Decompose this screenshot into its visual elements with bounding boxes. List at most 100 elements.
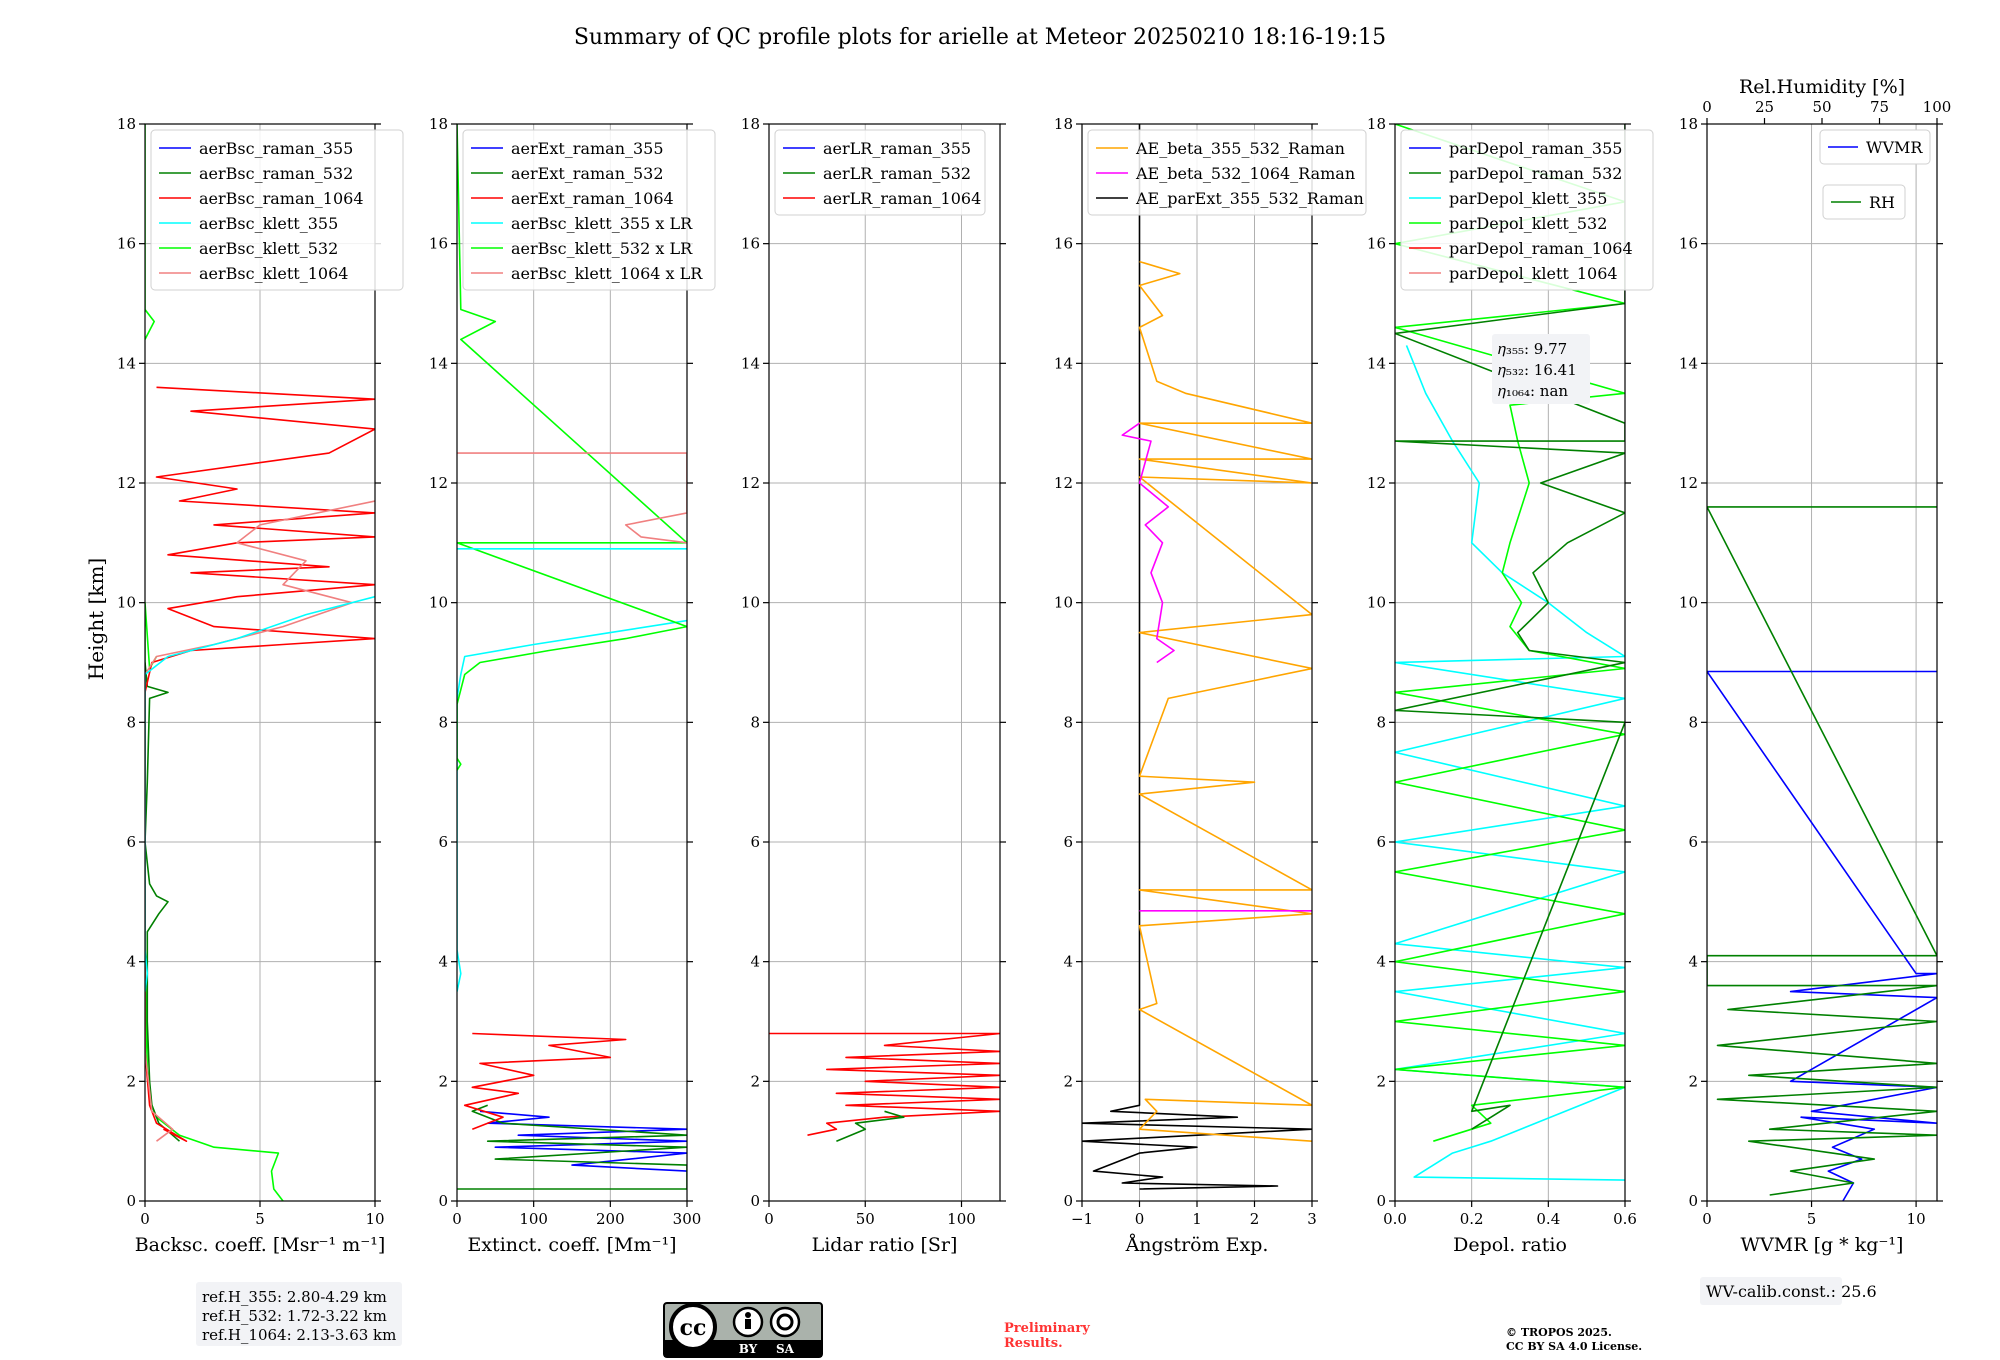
y-tick-label: 6 [1688,833,1698,851]
y-tick-label: 12 [1679,474,1698,492]
x-tick-label: 0 [764,1210,774,1228]
ref-height-532: ref.H_532: 1.72-3.22 km [202,1307,387,1325]
legend-depol: parDepol_raman_355 parDepol_raman_532 parD… [1400,129,1654,291]
y-tick-label: 6 [126,833,136,851]
legend-entry: aerBsc_raman_532 [199,164,353,183]
y-tick-label: 16 [1054,235,1073,253]
top-x-tick-label: 100 [1923,98,1952,116]
y-tick-label: 12 [1054,474,1073,492]
y-tick-label: 4 [1063,953,1073,971]
legend-entry: aerBsc_raman_355 [199,139,353,158]
legend-entry: aerBsc_klett_1064 [199,264,348,283]
x-tick-label: 5 [255,1210,265,1228]
y-tick-label: 12 [741,474,760,492]
x-axis-label: Lidar ratio [Sr] [812,1234,958,1256]
y-tick-label: 4 [1688,953,1698,971]
eta-annotation: 𝜂₃₅₅: 9.77 𝜂₅₃₂: 16.41 𝜂₁₀₆₄: nan [1492,334,1590,404]
y-tick-label: 0 [1063,1192,1073,1210]
x-tick-label: 2 [1250,1210,1260,1228]
panel-lr: 0 2 4 6 8 10 12 14 16 18 0 50 100 Lidar ratio [Sr] aer… [741,115,1006,1256]
series-line-ext-3 [457,619,687,992]
y-tick-label: 16 [1367,235,1386,253]
ref-height-1064: ref.H_1064: 2.13-3.63 km [202,1326,396,1344]
top-x-axis-label: Rel.Humidity [%] [1739,76,1905,98]
y-tick-label: 18 [1054,115,1073,133]
legend-bsc: aerBsc_raman_355 aerBsc_raman_532 aerBsc_r… [150,129,404,291]
y-tick-label: 14 [429,354,448,372]
y-tick-label: 8 [438,713,448,731]
x-axis-label: Backsc. coeff. [Msr⁻¹ m⁻¹] [135,1234,386,1256]
axes-frame [1394,123,1626,1202]
legend-box [1822,184,1906,220]
y-axis-label: Height [km] [84,558,108,680]
x-tick-label: 0 [452,1210,462,1228]
x-tick-label: 0.0 [1383,1210,1407,1228]
y-tick-label: 8 [1688,713,1698,731]
legend-entry: parDepol_raman_532 [1449,164,1622,183]
top-x-tick-label: 75 [1870,98,1889,116]
sa-label: SA [776,1342,795,1356]
series-line-depol-0 [1395,345,1625,1181]
y-tick-label: 18 [1367,115,1386,133]
legend-lr: aerLR_raman_355 aerLR_raman_532 aerLR_rama… [774,129,986,216]
panel-depol: 0 2 4 6 8 10 12 14 16 18 0.0 0.2 0.4 0.6 Depol. ratio p… [1367,115,1654,1256]
eta-box [1492,334,1590,404]
axes-frame [768,123,1001,1202]
y-tick-label: 10 [1054,594,1073,612]
y-tick-label: 6 [438,833,448,851]
legend-entry: aerExt_raman_532 [511,164,664,183]
y-tick-label: 8 [126,713,136,731]
y-tick-label: 2 [1063,1072,1073,1090]
x-tick-label: 100 [947,1210,976,1228]
axes-frame [1706,123,1938,1202]
y-tick-label: 0 [750,1192,760,1210]
panel-bsc: 0 2 4 6 8 10 12 14 16 18 0 5 10 Backsc. coeff. [Msr⁻¹… [117,115,404,1256]
series-line-lr-0 [769,1032,1000,1136]
top-x-tick-label: 0 [1702,98,1712,116]
series-group [1082,124,1312,1190]
copyright-line-1: © TROPOS 2025. [1506,1326,1612,1339]
ref-height-355: ref.H_355: 2.80-4.29 km [202,1288,387,1306]
legend-box [1087,129,1367,216]
legend-entry: parDepol_raman_355 [1449,139,1622,158]
y-tick-label: 8 [750,713,760,731]
y-tick-label: 16 [1679,235,1698,253]
x-tick-label: 1 [1192,1210,1202,1228]
legend-wv: WVMR RH [1819,129,1931,220]
legend-entry: aerBsc_klett_1064 x LR [511,264,703,283]
ref-heights-box: ref.H_355: 2.80-4.29 km ref.H_532: 1.72-… [196,1282,402,1346]
y-tick-label: 2 [438,1072,448,1090]
y-tick-label: 12 [429,474,448,492]
y-tick-label: 10 [741,594,760,612]
y-tick-label: 10 [429,594,448,612]
y-tick-label: 12 [1367,474,1386,492]
x-tick-label: 3 [1307,1210,1317,1228]
x-tick-label: 5 [1807,1210,1817,1228]
cc-label: cc [680,1315,707,1341]
y-tick-label: 18 [429,115,448,133]
y-tick-label: 6 [1376,833,1386,851]
sa-share-icon [769,1306,801,1338]
y-tick-label: 4 [1376,953,1386,971]
series-group [457,124,687,1190]
legend-box [774,129,986,216]
legend-entry: parDepol_klett_532 [1449,214,1607,233]
series-line-bsc-4 [145,595,375,992]
y-tick-label: 10 [1367,594,1386,612]
legend-entry: aerExt_raman_355 [511,139,664,158]
legend-entry: aerBsc_klett_355 x LR [511,214,693,233]
y-tick-label: 0 [1376,1192,1386,1210]
y-tick-label: 18 [1679,115,1698,133]
panel-ext: 0 2 4 6 8 10 12 14 16 18 0 100 200 300 Extinct. coeff.… [429,115,716,1256]
cc-license-icon: cc BY SA [663,1302,823,1358]
x-tick-label: 50 [856,1210,875,1228]
y-tick-label: 4 [126,953,136,971]
series-group [1707,506,1937,1201]
legend-ext: aerExt_raman_355 aerExt_raman_532 aerExt_r… [462,129,716,291]
y-tick-label: 14 [1054,354,1073,372]
x-axis-label: Depol. ratio [1453,1234,1567,1256]
y-tick-label: 14 [1679,354,1698,372]
